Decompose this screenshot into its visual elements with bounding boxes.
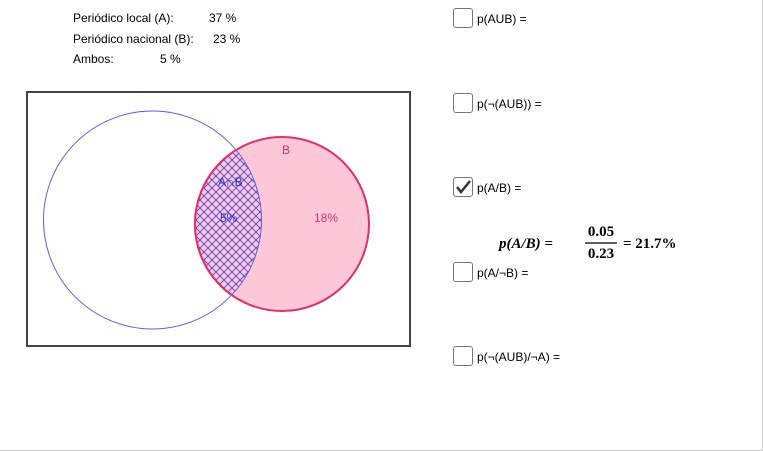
intersection: [194, 136, 262, 312]
option-label: p(¬(AUB)/¬A) =: [477, 350, 561, 364]
check-mark: [456, 180, 471, 194]
option-label: p(A/B) =: [477, 181, 522, 195]
formula-result: = 21.7%: [623, 236, 677, 252]
info-label: Periódico nacional (B):: [73, 32, 194, 46]
intersection-label: A∩B: [218, 175, 243, 189]
checkbox[interactable]: [453, 8, 473, 28]
option-label: p(A/¬B) =: [477, 266, 529, 280]
intersection-value: 5%: [220, 211, 238, 225]
b-only-value: 18%: [314, 211, 338, 225]
check-path: [456, 180, 471, 194]
checkbox[interactable]: [453, 262, 473, 282]
info-value: 23 %: [213, 32, 241, 46]
formula: p(A/B) = 0.05 0.23 = 21.7%: [497, 224, 677, 262]
checkbox[interactable]: [453, 93, 473, 113]
checkbox[interactable]: [453, 177, 473, 197]
option-label: p(AUB) =: [477, 12, 527, 26]
b-label: B: [282, 143, 290, 157]
formula-lhs: p(A/B) =: [497, 236, 553, 252]
venn: B A∩B 5% 18%: [26, 91, 411, 347]
info-value: 5 %: [160, 52, 181, 66]
formula-numerator: 0.05: [588, 224, 614, 240]
option-label: p(¬(AUB)) =: [477, 97, 542, 111]
info-label: Ambos:: [73, 52, 114, 66]
info-value: 37 %: [209, 11, 237, 25]
checkbox[interactable]: [453, 346, 473, 366]
formula-denominator: 0.23: [588, 246, 614, 262]
info-label: Periódico local (A):: [73, 11, 174, 25]
